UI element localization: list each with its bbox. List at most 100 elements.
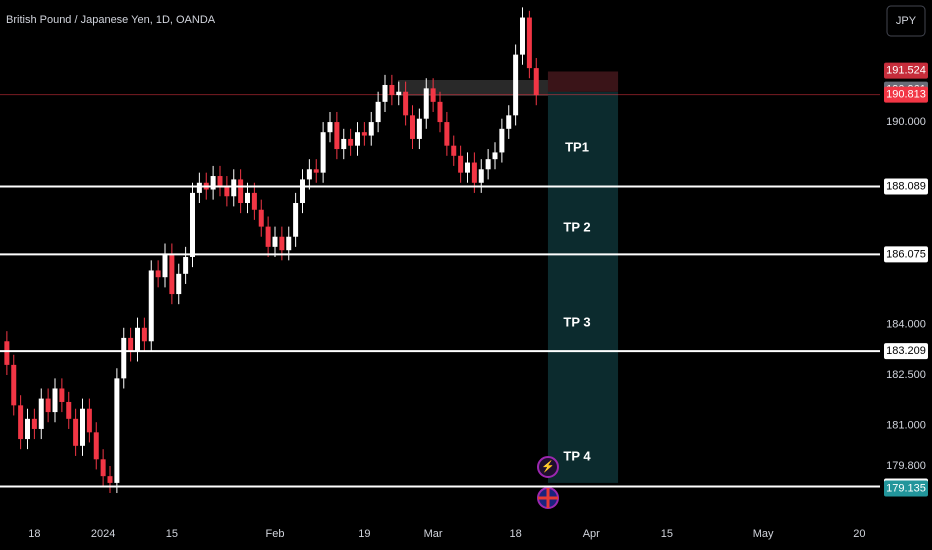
candle-body <box>45 398 51 413</box>
candle-body <box>341 138 347 150</box>
candle-body <box>526 17 532 69</box>
candle-body <box>513 54 519 116</box>
candle-body <box>162 253 168 278</box>
tp-label: TP1 <box>565 139 589 154</box>
event-icon-glyph: ⚡ <box>541 460 555 473</box>
candle-body <box>231 179 237 197</box>
price-tag <box>884 480 928 497</box>
candle-body <box>238 179 244 204</box>
candle-body <box>320 132 326 173</box>
candle-body <box>403 91 409 116</box>
candle-body <box>73 418 79 446</box>
price-tag-label: 179.135 <box>886 482 926 494</box>
x-tick-label: 2024 <box>91 528 115 540</box>
candle-body <box>410 115 415 139</box>
candle-body <box>258 209 264 227</box>
candle-body <box>286 236 292 251</box>
level-tag <box>884 178 928 195</box>
candle-body <box>100 459 106 477</box>
tp-label: TP 3 <box>563 314 590 329</box>
candle-body <box>59 388 65 402</box>
candle-body <box>499 128 505 153</box>
candle-body <box>135 327 140 352</box>
y-tick-label: 190.000 <box>886 116 926 128</box>
candle-body <box>107 476 113 483</box>
candle-body <box>224 186 230 197</box>
y-tick-label: 184.000 <box>886 318 926 330</box>
tp-label: TP 2 <box>563 219 590 234</box>
candle-body <box>334 122 340 150</box>
candle-body <box>506 115 512 129</box>
candle-body <box>4 341 10 365</box>
range-box <box>398 80 570 96</box>
candle-body <box>465 162 470 173</box>
level-label: 188.089 <box>886 180 926 192</box>
candle-body <box>25 418 30 440</box>
candle-body <box>444 122 450 146</box>
x-tick-label: 15 <box>166 528 178 540</box>
candle-body <box>141 327 147 342</box>
candle-body <box>52 388 58 413</box>
level-tag <box>884 343 928 360</box>
candle-body <box>471 162 477 183</box>
candle-body <box>533 68 539 96</box>
candle-body <box>86 408 92 433</box>
candle-body <box>176 273 182 295</box>
candle-body <box>279 236 285 251</box>
target-zone <box>547 91 619 483</box>
candle-body <box>313 169 319 173</box>
candle-body <box>210 176 216 190</box>
candle-body <box>355 132 360 146</box>
candle-body <box>423 88 429 119</box>
y-tick-label: 181.000 <box>886 419 926 431</box>
y-tick-label: 179.800 <box>886 460 926 472</box>
candle-body <box>265 226 271 247</box>
candle-body <box>485 159 491 170</box>
chart-title: British Pound / Japanese Yen, 1D, OANDA <box>6 14 216 26</box>
candle-body <box>272 236 278 247</box>
candle-body <box>293 203 299 237</box>
price-tag-label: 190.813 <box>886 89 926 101</box>
event-icon[interactable] <box>537 456 559 478</box>
level-tag <box>884 246 928 263</box>
candle-body <box>38 398 44 429</box>
candle-body <box>128 337 134 352</box>
candle-body <box>458 155 464 173</box>
candle-body <box>114 378 120 483</box>
level-label: 186.075 <box>886 248 926 260</box>
x-tick-label: Feb <box>266 528 285 540</box>
x-tick-label: Apr <box>583 528 600 540</box>
x-tick-label: 15 <box>661 528 673 540</box>
price-tag <box>884 62 928 79</box>
candle-body <box>169 253 175 295</box>
candle-body <box>451 145 457 156</box>
candle-body <box>437 101 443 123</box>
price-tag-label: 191.524 <box>886 65 926 77</box>
candle-body <box>155 270 161 278</box>
candle-body <box>183 256 189 274</box>
x-tick-label: 18 <box>510 528 522 540</box>
x-tick-label: 20 <box>853 528 865 540</box>
candle-body <box>93 432 99 460</box>
candle-body <box>430 88 436 102</box>
candle-body <box>245 192 250 204</box>
y-tick-label: 182.500 <box>886 369 926 381</box>
candle-body <box>478 169 484 183</box>
stop-zone <box>547 71 619 92</box>
x-tick-label: Mar <box>424 528 443 540</box>
candle-body <box>18 405 24 440</box>
candle-body <box>196 182 202 193</box>
x-tick-label: 19 <box>358 528 370 540</box>
x-tick-label: 18 <box>28 528 40 540</box>
candle-body <box>300 179 305 204</box>
candle-body <box>520 17 525 55</box>
price-tag <box>884 86 928 103</box>
candle-body <box>396 91 402 96</box>
candle-body <box>217 176 223 187</box>
candle-body <box>31 418 37 429</box>
candle-body <box>327 122 333 133</box>
x-tick-label: May <box>753 528 774 540</box>
currency-button[interactable] <box>886 5 926 37</box>
candle-body <box>375 101 381 123</box>
